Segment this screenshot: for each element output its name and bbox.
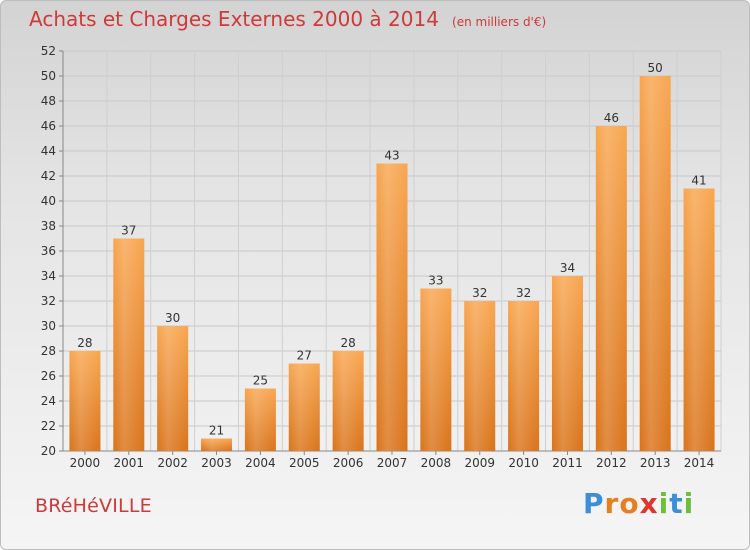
bar-value-label: 33 [428,274,443,288]
x-tick-label: 2008 [421,456,452,470]
x-tick-label: 2005 [289,456,320,470]
bar-highlight [683,188,715,451]
bar-highlight [551,276,583,451]
bar-value-label: 43 [384,149,399,163]
x-tick-label: 2014 [684,456,715,470]
bar-highlight [113,238,145,451]
y-tick-label: 28 [41,344,56,358]
bar-value-label: 21 [209,424,224,438]
y-tick-label: 42 [41,169,56,183]
bar-value-label: 32 [516,286,531,300]
x-tick-label: 2010 [508,456,539,470]
bar-value-label: 30 [165,311,180,325]
bar-value-label: 27 [297,349,312,363]
chart-title-block: Achats et Charges Externes 2000 à 2014 (… [29,7,546,31]
logo-letter: o [619,487,640,520]
bar-highlight [508,301,540,451]
bar-highlight [464,301,496,451]
x-tick-label: 2011 [552,456,583,470]
bar-value-label: 50 [648,61,663,75]
x-tick-label: 2006 [333,456,364,470]
bar-value-label: 28 [77,336,92,350]
y-tick-label: 48 [41,94,56,108]
y-tick-label: 34 [41,269,56,283]
chart-subtitle: (en milliers d'€) [452,15,547,29]
bar-highlight [639,76,671,451]
bar-value-label: 32 [472,286,487,300]
chart-title: Achats et Charges Externes 2000 à 2014 [29,7,439,31]
proxiti-logo[interactable]: Proxiti [583,487,694,520]
y-tick-label: 26 [41,369,56,383]
x-tick-label: 2009 [464,456,495,470]
x-tick-label: 2013 [640,456,671,470]
logo-letter: r [604,487,620,520]
logo-letter: i [658,487,670,520]
y-tick-label: 44 [41,144,56,158]
y-tick-label: 24 [41,394,56,408]
label-layer: 20 22 24 26 28 30 32 34 36 38 40 42 44 46 48 50 52 28 2000… [41,44,715,470]
y-tick-label: 22 [41,419,56,433]
logo-letter: P [583,487,605,520]
x-tick-label: 2007 [377,456,408,470]
bar-highlight [201,438,233,451]
x-tick-label: 2012 [596,456,627,470]
y-tick-label: 36 [41,244,56,258]
logo-letter: t [669,487,684,520]
bar-highlight [69,351,101,451]
bar-highlight [376,163,408,451]
y-tick-label: 46 [41,119,56,133]
y-tick-label: 20 [41,444,56,458]
y-tick-label: 30 [41,319,56,333]
bar-highlight [288,363,320,451]
bar-value-label: 25 [253,374,268,388]
bar-value-label: 41 [691,174,706,188]
x-tick-label: 2000 [70,456,101,470]
y-tick-label: 40 [41,194,56,208]
commune-name: BRéHéVILLE [35,495,152,517]
bar-highlight [420,288,452,451]
x-tick-label: 2002 [157,456,188,470]
x-tick-label: 2001 [114,456,145,470]
bar-value-label: 28 [340,336,355,350]
x-tick-label: 2003 [201,456,232,470]
y-tick-label: 50 [41,69,56,83]
logo-letter: x [639,487,659,520]
x-tick-label: 2004 [245,456,276,470]
bar-highlight [595,126,627,451]
bar-value-label: 46 [604,111,619,125]
y-tick-label: 38 [41,219,56,233]
bar-highlight [332,351,364,451]
bar-highlight [157,326,189,451]
bar-value-label: 34 [560,261,575,275]
y-tick-label: 32 [41,294,56,308]
y-tick-label: 52 [41,44,56,58]
bar-layer [69,76,715,451]
bar-value-label: 37 [121,224,136,238]
logo-letter: i [683,487,695,520]
bar-highlight [244,388,276,451]
